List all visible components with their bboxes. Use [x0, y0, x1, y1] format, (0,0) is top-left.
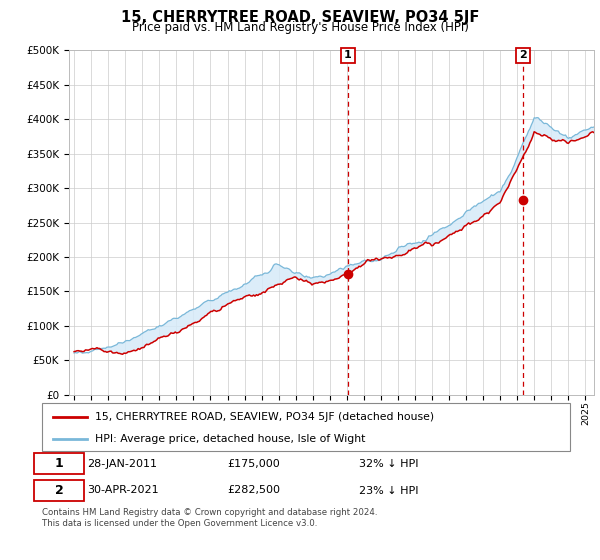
Text: 15, CHERRYTREE ROAD, SEAVIEW, PO34 5JF (detached house): 15, CHERRYTREE ROAD, SEAVIEW, PO34 5JF (…	[95, 412, 434, 422]
Text: Contains HM Land Registry data © Crown copyright and database right 2024.
This d: Contains HM Land Registry data © Crown c…	[42, 508, 377, 528]
Text: 28-JAN-2011: 28-JAN-2011	[87, 459, 157, 469]
Text: 1: 1	[344, 50, 352, 60]
Text: £175,000: £175,000	[227, 459, 280, 469]
FancyBboxPatch shape	[34, 454, 84, 474]
Text: 2: 2	[55, 484, 64, 497]
Text: 15, CHERRYTREE ROAD, SEAVIEW, PO34 5JF: 15, CHERRYTREE ROAD, SEAVIEW, PO34 5JF	[121, 10, 479, 25]
Text: 30-APR-2021: 30-APR-2021	[87, 486, 158, 496]
Text: Price paid vs. HM Land Registry's House Price Index (HPI): Price paid vs. HM Land Registry's House …	[131, 21, 469, 34]
FancyBboxPatch shape	[42, 403, 570, 451]
Text: 1: 1	[55, 457, 64, 470]
Text: 2: 2	[519, 50, 527, 60]
Text: 23% ↓ HPI: 23% ↓ HPI	[359, 486, 418, 496]
Text: £282,500: £282,500	[227, 486, 280, 496]
FancyBboxPatch shape	[34, 480, 84, 501]
Text: HPI: Average price, detached house, Isle of Wight: HPI: Average price, detached house, Isle…	[95, 434, 365, 444]
Text: 32% ↓ HPI: 32% ↓ HPI	[359, 459, 418, 469]
